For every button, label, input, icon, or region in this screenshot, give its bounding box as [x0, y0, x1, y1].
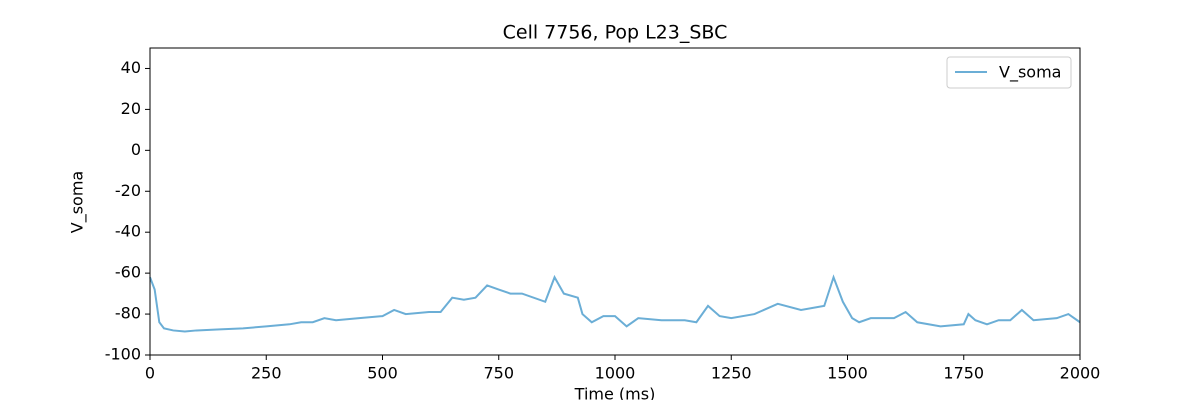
x-tick-label: 1750 — [943, 364, 984, 383]
x-axis-label: Time (ms) — [574, 385, 656, 400]
line — [149, 274, 1081, 333]
y-tick-label: -100 — [105, 345, 141, 364]
x-tick-label: 0 — [145, 364, 155, 383]
y-tick-label: -60 — [115, 263, 141, 282]
x-tick-label: 500 — [367, 364, 398, 383]
x-tick-label: 750 — [483, 364, 514, 383]
x-tick-label: 1500 — [827, 364, 868, 383]
y-tick-label: 0 — [131, 140, 141, 159]
y-tick-label: -40 — [115, 222, 141, 241]
plot-frame — [149, 47, 1081, 356]
y-tick-label: 20 — [121, 99, 141, 118]
chart-title: Cell 7756, Pop L23_SBC — [503, 22, 728, 44]
y-tick-label: -20 — [115, 181, 141, 200]
y-tick-label: -80 — [115, 304, 141, 323]
legend-label: V_soma — [999, 63, 1061, 83]
y-axis-label: V_soma — [68, 171, 88, 233]
y-tick-label: 40 — [121, 58, 141, 77]
legend-box — [946, 56, 1072, 89]
x-tick-label: 250 — [251, 364, 282, 383]
x-tick-label: 1250 — [711, 364, 752, 383]
x-tick-label: 2000 — [1060, 364, 1101, 383]
x-tick-label: 1000 — [595, 364, 636, 383]
